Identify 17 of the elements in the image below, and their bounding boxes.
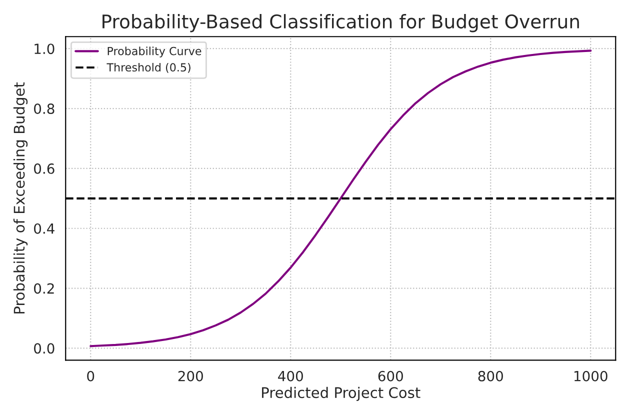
y-axis-title: Probability of Exceeding Budget [13, 82, 28, 314]
y-tick-label: 0.2 [34, 283, 54, 294]
y-tick-label: 1.0 [34, 44, 54, 54]
x-tick-label: 400 [278, 370, 303, 382]
y-tick-label: 0.8 [34, 104, 54, 114]
legend-label: Threshold (0.5) [106, 62, 190, 73]
x-tick-label: 600 [378, 370, 403, 382]
y-tick-label: 0.4 [34, 223, 54, 234]
chart-title: Probability-Based Classification for Budget Overrun [102, 14, 579, 32]
y-tick-label: 0.0 [34, 343, 54, 354]
x-tick-label: 1000 [574, 370, 608, 382]
x-tick-label: 200 [178, 370, 203, 382]
y-tick-label: 0.6 [34, 163, 54, 174]
legend-label: Probability Curve [108, 46, 202, 58]
x-tick-label: 0 [87, 370, 94, 382]
x-axis-title: Predicted Project Cost [262, 386, 420, 401]
x-tick-label: 800 [478, 370, 503, 382]
